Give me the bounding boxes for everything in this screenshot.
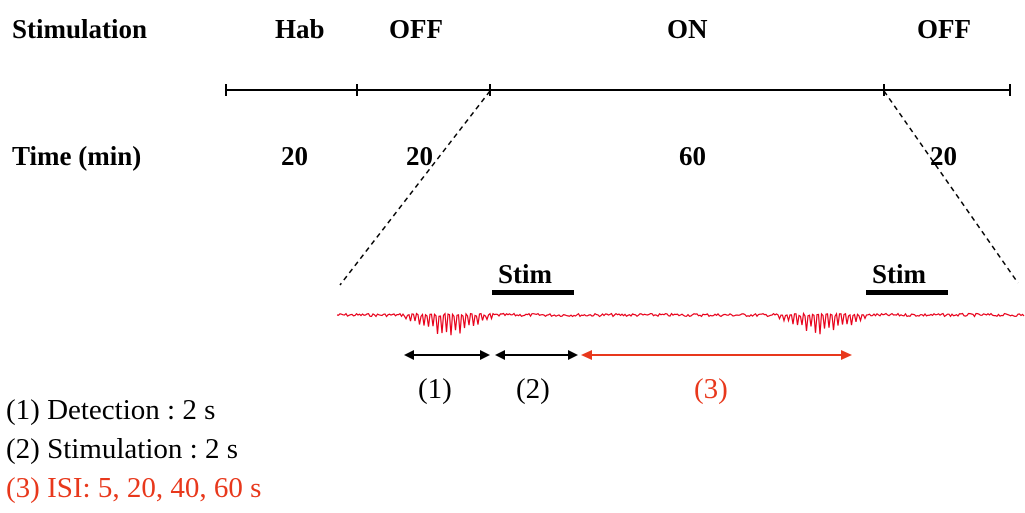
legend-item-stimulation: (2) Stimulation : 2 s (6, 433, 238, 465)
detection-interval-arrow (404, 350, 490, 360)
stim-label-2: Stim (872, 259, 926, 289)
isi-interval-arrow (581, 350, 852, 360)
legend-item-detection: (1) Detection : 2 s (6, 394, 216, 426)
phase-off-1-label: OFF (389, 14, 443, 44)
interval-label-2: (2) (516, 373, 550, 405)
zoom-line-left (339, 90, 491, 286)
interval-label-3: (3) (694, 373, 728, 405)
phase-on-duration: 60 (679, 141, 706, 171)
phase-hab-duration: 20 (281, 141, 308, 171)
stim-bar-1 (492, 290, 574, 295)
stimulation-interval-arrow (495, 350, 578, 360)
time-row-label: Time (min) (12, 141, 142, 171)
zoom-line-right (883, 90, 1019, 284)
stim-bar-2 (866, 290, 948, 295)
phase-off-2-label: OFF (917, 14, 971, 44)
phase-on-label: ON (667, 14, 708, 44)
protocol-timeline (225, 84, 1011, 96)
stimulation-row-label: Stimulation (12, 14, 148, 44)
stim-label-1: Stim (498, 259, 552, 289)
phase-hab-label: Hab (275, 14, 325, 44)
phase-off-2-duration: 20 (930, 141, 957, 171)
recording-trace (336, 311, 1025, 336)
legend-item-isi: (3) ISI: 5, 20, 40, 60 s (6, 472, 262, 504)
interval-label-1: (1) (418, 373, 452, 405)
phase-off-1-duration: 20 (406, 141, 433, 171)
